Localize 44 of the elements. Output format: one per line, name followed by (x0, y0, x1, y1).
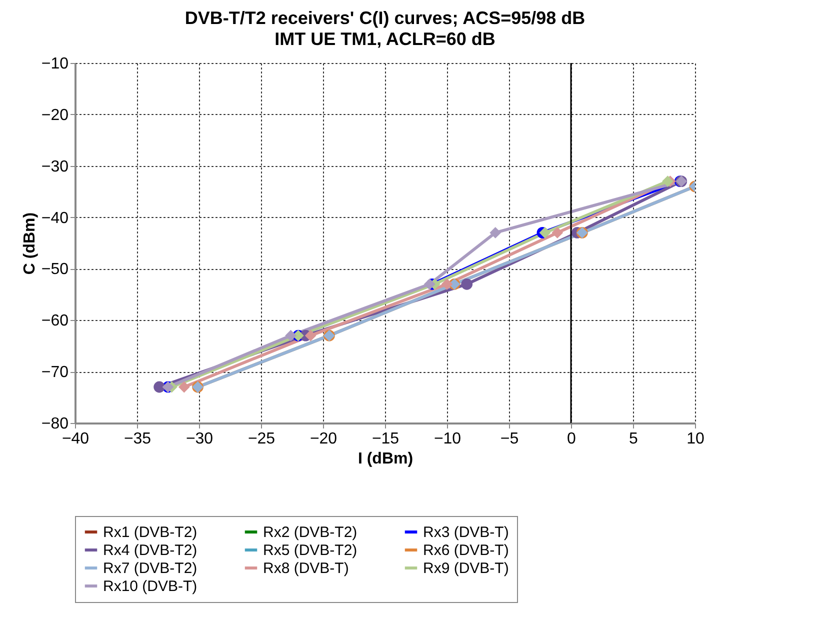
legend-label: Rx5 (DVB-T2) (263, 542, 358, 559)
legend-label: Rx10 (DVB-T) (103, 578, 198, 595)
point (304, 330, 316, 342)
legend-label: Rx1 (DVB-T2) (103, 524, 198, 541)
x-tick-label: −20 (310, 430, 338, 448)
x-axis-title: I (dBm) (358, 450, 414, 468)
point (461, 278, 473, 290)
x-tick-label: −5 (500, 430, 519, 448)
x-tick-label: 0 (567, 430, 576, 448)
x-tick-label: −10 (434, 430, 462, 448)
legend-label: Rx3 (DVB-T) (423, 524, 509, 541)
point (552, 227, 564, 238)
x-tick-label: 10 (686, 430, 704, 448)
x-tick-label: −15 (372, 430, 400, 448)
legend-label: Rx4 (DVB-T2) (103, 542, 198, 559)
legend-label: Rx2 (DVB-T2) (263, 524, 358, 541)
y-tick-label: −80 (41, 416, 69, 432)
x-tick-label: −40 (62, 430, 90, 448)
chart-subtitle: IMT UE TM1, ACLR=60 dB (274, 29, 496, 49)
point (154, 381, 166, 393)
point (662, 176, 674, 187)
y-tick-label: −70 (41, 364, 69, 382)
y-tick-label: −30 (41, 158, 69, 176)
point (490, 227, 502, 238)
legend-label: Rx9 (DVB-T) (423, 560, 509, 577)
y-tick-label: −60 (41, 312, 69, 330)
x-tick-label: 5 (629, 430, 638, 448)
x-tick-label: −35 (124, 430, 152, 448)
y-tick-label: −20 (41, 106, 69, 124)
legend-label: Rx8 (DVB-T) (263, 560, 349, 577)
y-axis-title: C (dBm) (21, 212, 38, 275)
legend-label: Rx6 (DVB-T) (423, 542, 509, 559)
y-tick-label: −40 (41, 210, 69, 227)
point (539, 227, 551, 238)
legend-label: Rx7 (DVB-T2) (103, 560, 198, 577)
chart-title: DVB-T/T2 receivers' C(I) curves; ACS=95/98 dB (184, 8, 586, 28)
point (441, 278, 453, 290)
x-tick-label: −30 (186, 430, 214, 448)
point (285, 330, 296, 342)
y-tick-label: −10 (41, 56, 69, 72)
point (178, 381, 190, 393)
point (424, 278, 436, 290)
x-tick-label: −25 (248, 430, 276, 448)
y-tick-label: −50 (41, 261, 69, 278)
